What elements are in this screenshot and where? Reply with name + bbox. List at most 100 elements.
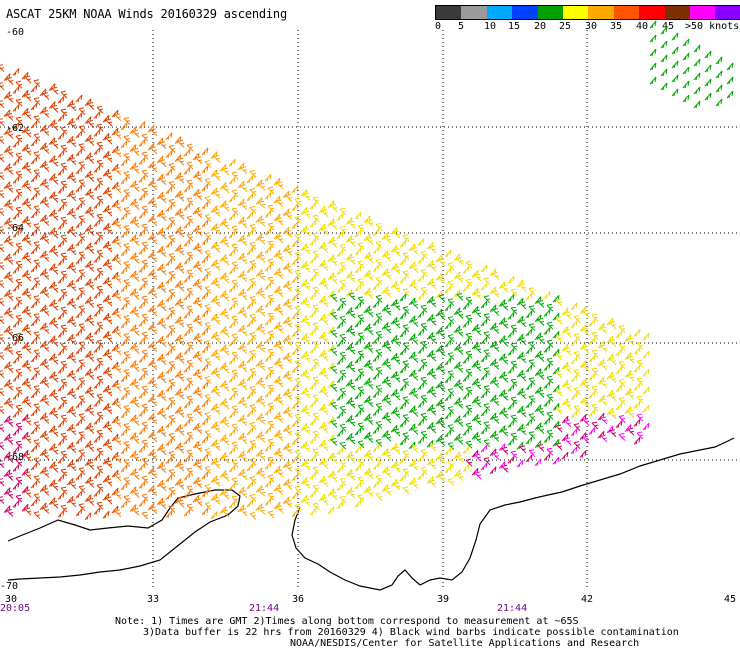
wind-barb (285, 356, 293, 364)
wind-barb (12, 248, 20, 256)
wind-barb (39, 286, 47, 295)
wind-barb (24, 165, 32, 174)
wind-barb (201, 399, 209, 408)
wind-barb (366, 327, 374, 336)
wind-barb (525, 418, 533, 427)
wind-barb (57, 222, 65, 230)
wind-barb (60, 306, 68, 315)
wind-barb (399, 419, 407, 428)
wind-barb (138, 139, 146, 147)
wind-barb (183, 220, 191, 229)
wind-barb (345, 486, 353, 495)
wind-barb (24, 471, 32, 480)
wind-barb (174, 352, 182, 360)
wind-barb (264, 317, 272, 326)
wind-barb (3, 289, 11, 298)
wind-barb (237, 396, 245, 405)
wind-barb (399, 383, 407, 392)
wind-barb (267, 330, 275, 339)
wind-barb (273, 465, 281, 474)
wind-barb (228, 212, 236, 221)
wind-barb (24, 417, 32, 426)
wind-barb (246, 319, 254, 328)
wind-barb (222, 167, 230, 176)
antarctic-coastline (7, 437, 735, 591)
wind-barb (24, 111, 32, 120)
wind-barb (273, 411, 281, 420)
wind-barb (219, 326, 227, 334)
wind-barb (30, 354, 38, 363)
wind-barb (213, 370, 221, 379)
wind-barb (96, 159, 104, 168)
wind-barb (291, 239, 299, 247)
wind-barb (384, 235, 392, 244)
wind-barb (15, 278, 23, 287)
wind-barb (168, 289, 176, 297)
wind-barb (168, 253, 176, 261)
wind-barb (704, 92, 712, 101)
wind-barb (357, 224, 365, 233)
wind-barb (498, 407, 506, 415)
wind-barb (42, 200, 50, 208)
wind-barb (327, 452, 335, 461)
wind-barb (75, 436, 83, 445)
wind-barb (114, 113, 122, 122)
wind-barb (159, 213, 167, 222)
wind-barb (453, 325, 461, 334)
wind-barb (219, 398, 227, 406)
wind-barb (309, 201, 317, 210)
wind-barb (51, 428, 59, 437)
wind-barb (435, 362, 443, 371)
wind-barb (345, 396, 353, 405)
wind-barb (411, 247, 419, 255)
wind-barb (210, 475, 218, 483)
wind-barb (186, 341, 194, 350)
wind-barb (42, 272, 50, 280)
wind-barb (327, 470, 335, 479)
wind-barb (543, 435, 551, 443)
wind-barb (6, 418, 14, 427)
wind-barb (390, 244, 398, 253)
wind-barb (105, 424, 113, 433)
wind-barb (291, 401, 299, 409)
wind-barb (15, 440, 23, 449)
wind-barb (462, 302, 470, 310)
wind-barb (147, 286, 155, 295)
wind-barb (363, 485, 371, 494)
wind-barb (399, 365, 407, 374)
wind-barb (30, 84, 38, 93)
wind-barb (402, 324, 410, 333)
wind-barb (246, 283, 254, 292)
wind-barb (408, 423, 416, 432)
wind-barb (174, 334, 182, 342)
wind-barb (21, 377, 29, 386)
wind-barb (156, 245, 164, 254)
wind-barb (282, 334, 290, 343)
wind-barb (474, 309, 482, 318)
wind-barb (465, 314, 473, 323)
wind-barb (303, 480, 311, 489)
wind-barb (465, 440, 473, 449)
wind-barb (546, 375, 554, 384)
wind-barb (363, 269, 371, 278)
wind-barb (132, 291, 140, 300)
wind-barb (219, 290, 227, 298)
wind-barb (183, 184, 191, 193)
wind-barb (84, 134, 92, 143)
wind-barb (39, 124, 47, 133)
wind-barb (366, 453, 374, 462)
wind-barb (237, 180, 245, 189)
wind-barb (231, 261, 239, 270)
wind-barb (372, 264, 380, 272)
wind-barb (3, 397, 11, 406)
wind-barb (462, 392, 470, 400)
wind-barb (201, 345, 209, 354)
wind-barb (204, 358, 212, 366)
wind-barb (498, 461, 506, 469)
wind-barb (6, 166, 14, 175)
wind-barb (321, 479, 329, 488)
wind-barb (528, 413, 536, 422)
wind-barb (183, 400, 191, 409)
wind-barb (213, 406, 221, 415)
wind-barb (141, 259, 149, 268)
